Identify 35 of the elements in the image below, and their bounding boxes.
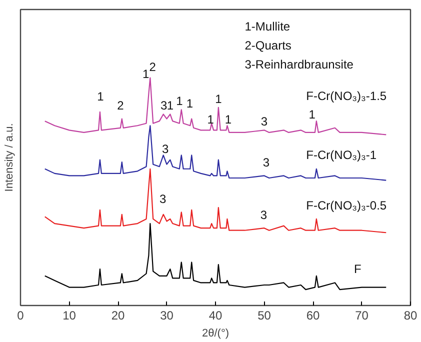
x-axis-title: 2θ/(°)	[202, 328, 230, 340]
text: 2	[149, 60, 156, 74]
x-tick-label: 50	[258, 308, 272, 322]
x-tick-label: 70	[355, 308, 369, 322]
annotation: 1	[97, 90, 104, 104]
annotation: 2	[117, 98, 124, 113]
text: 3-Reinhardbraunsite	[244, 58, 354, 72]
annotation: 1	[215, 92, 222, 106]
annotation: 3	[260, 208, 268, 222]
annotation: 1	[142, 66, 150, 81]
annotation: 1	[186, 96, 194, 110]
x-tick-label: 0	[17, 308, 24, 322]
x-tick-label: 60	[306, 308, 320, 322]
annotation: 3	[160, 98, 168, 113]
annotation: 1	[308, 108, 316, 122]
annotation: 3	[260, 114, 268, 129]
text: 2-Quarts	[244, 38, 292, 52]
annotation: 3	[160, 192, 167, 206]
annotation: 1	[207, 112, 214, 126]
series-label: F-Cr(NO₃)₃-0.5	[306, 198, 387, 212]
x-tick-label: 10	[62, 308, 76, 322]
annotation: 1	[166, 98, 174, 113]
annotation: 1	[224, 112, 232, 126]
y-axis-title: Intensity / a.u.	[4, 123, 16, 192]
series-label: F-Cr(NO₃)₃-1.5	[306, 89, 387, 104]
x-tick-label: 30	[160, 308, 174, 322]
annotation: 3	[262, 156, 270, 170]
x-tick-label: 40	[208, 308, 222, 322]
x-tick-label: 80	[404, 308, 418, 322]
annotation: 3	[162, 142, 169, 156]
annotation: 1	[176, 94, 184, 108]
series-label: F	[354, 262, 362, 276]
series-label: F-Cr(NO₃)₃-1	[306, 148, 377, 162]
text: 1-Mullite	[244, 20, 290, 34]
x-tick-label: 20	[111, 308, 125, 322]
